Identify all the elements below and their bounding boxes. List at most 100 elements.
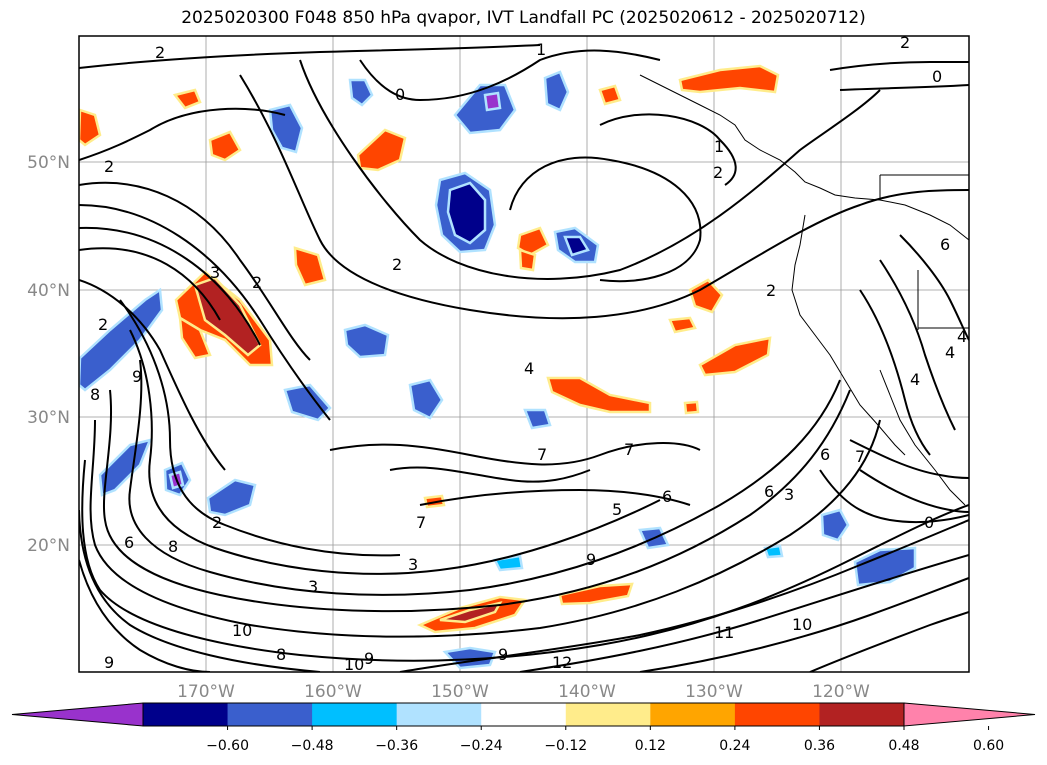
contour-label: 6: [940, 235, 950, 254]
contour-label: 0: [932, 67, 942, 86]
contour-line: [329, 442, 701, 466]
anomaly-fill-positive: [518, 248, 537, 272]
contour-label: 4: [524, 359, 534, 378]
colorbar-label: −0.48: [291, 738, 334, 754]
contour-line: [79, 44, 541, 69]
lat-tick-label: 30°N: [27, 408, 70, 428]
anomaly-fill-negative: [98, 438, 153, 497]
colorbar-label: −0.24: [460, 738, 503, 754]
contour-label: 9: [104, 653, 114, 672]
colorbar-extend-high: [903, 702, 1036, 727]
contour-label: 7: [855, 447, 865, 466]
contour-line: [859, 289, 931, 456]
contour-line: [399, 519, 969, 672]
coastline: [639, 74, 969, 506]
anomaly-fill-positive: [439, 601, 503, 624]
colorbar-segment: [143, 703, 229, 726]
anomaly-fill-positive: [208, 130, 242, 162]
contour-label: 0: [395, 85, 405, 104]
anomaly-fill-negative: [820, 508, 850, 542]
lat-tick-label: 40°N: [27, 281, 70, 301]
lon-tick-label: 170°W: [177, 682, 235, 702]
contour-label: 2: [98, 315, 108, 334]
colorbar-segment: [650, 703, 736, 726]
contour-line: [79, 226, 261, 346]
colorbar-label: 0.24: [719, 738, 750, 754]
contour-line: [79, 247, 221, 321]
colorbar-label: −0.60: [206, 738, 249, 754]
contour-line: [809, 611, 969, 672]
colorbar-segment: [481, 703, 567, 726]
contour-line: [128, 359, 841, 596]
anomaly-fill-negative: [523, 408, 552, 430]
lon-tick-label: 130°W: [685, 682, 743, 702]
contour-line: [639, 577, 969, 672]
lon-tick-label: 140°W: [558, 682, 616, 702]
colorbar-segment: [227, 703, 313, 726]
colorbar-label: −0.12: [544, 738, 587, 754]
contour-line: [419, 488, 691, 506]
lon-tick-label: 160°W: [304, 682, 362, 702]
colorbar-segment: [396, 703, 482, 726]
contour-line: [299, 59, 881, 280]
ivt-contours: [79, 44, 969, 672]
colorbar-label: 0.48: [888, 738, 919, 754]
contour-label: 6: [764, 482, 774, 501]
coastline-california: [791, 214, 906, 456]
contour-label: 8: [168, 537, 178, 556]
contour-labels: 2 2 2 2 1 0 0 1 2 2 3 2 2 4 7 7 7 9 9 5: [90, 33, 967, 672]
contour-label: 0: [924, 513, 934, 532]
contour-line: [389, 466, 591, 483]
contour-label: 2: [766, 281, 776, 300]
contour-label: 4: [910, 370, 920, 389]
contour-line: [119, 299, 401, 557]
contour-label: 5: [612, 500, 622, 519]
contour-line: [859, 469, 969, 513]
contour-line: [829, 61, 969, 71]
anomaly-fill-positive: [598, 84, 622, 106]
contour-label: 7: [416, 513, 426, 532]
anomaly-fill-negative: [493, 554, 524, 572]
anomaly-fill-negative: [348, 78, 374, 107]
contour-label: 6: [820, 445, 830, 464]
contour-line: [839, 84, 969, 91]
map-panel: 2 2 2 2 1 0 0 1 2 2 3 2 2 4 7 7 7 9 9 5: [78, 33, 970, 673]
contour-label: 7: [624, 440, 634, 459]
contour-label: 2: [900, 33, 910, 52]
contour-line: [129, 329, 661, 575]
anomaly-fill-positive: [178, 315, 212, 360]
contour-line: [89, 419, 881, 638]
contour-line: [509, 156, 702, 283]
anomaly-fill-negative: [483, 91, 502, 112]
anomaly-fill-positive: [698, 336, 772, 377]
colorbar-extend-low: [11, 702, 144, 727]
contour-line: [102, 389, 851, 613]
anomaly-fill-positive: [546, 376, 652, 414]
contour-line: [81, 459, 969, 662]
colorbar-label: 0.36: [804, 738, 835, 754]
contour-line: [819, 469, 969, 524]
colorbar-frame: [142, 702, 905, 727]
anomaly-fill-positive: [516, 226, 550, 257]
contour-label: 11: [714, 623, 734, 642]
colorbar-label: 0.60: [973, 738, 1004, 754]
anomaly-fill-negative: [543, 70, 570, 112]
colorbar-segment: [312, 703, 398, 726]
anomaly-fill-positive: [172, 88, 202, 110]
contour-label: 9: [132, 367, 142, 386]
contour-line: [79, 279, 226, 471]
anomaly-fill-negative: [206, 478, 257, 517]
anomaly-fill-negative: [763, 544, 784, 559]
lat-tick-label: 20°N: [27, 536, 70, 556]
colorbar-segment: [819, 703, 905, 726]
colorbar-label: −0.36: [375, 738, 418, 754]
contour-label: 2: [104, 157, 114, 176]
contour-label: 8: [276, 645, 286, 664]
lat-tick-label: 50°N: [27, 153, 70, 173]
contour-label: 1: [714, 137, 724, 156]
anomaly-fill-positive: [558, 582, 634, 606]
negative-anomaly-fills: [79, 70, 917, 670]
contour-label: 10: [792, 615, 812, 634]
coastline-north-america: [639, 74, 969, 241]
